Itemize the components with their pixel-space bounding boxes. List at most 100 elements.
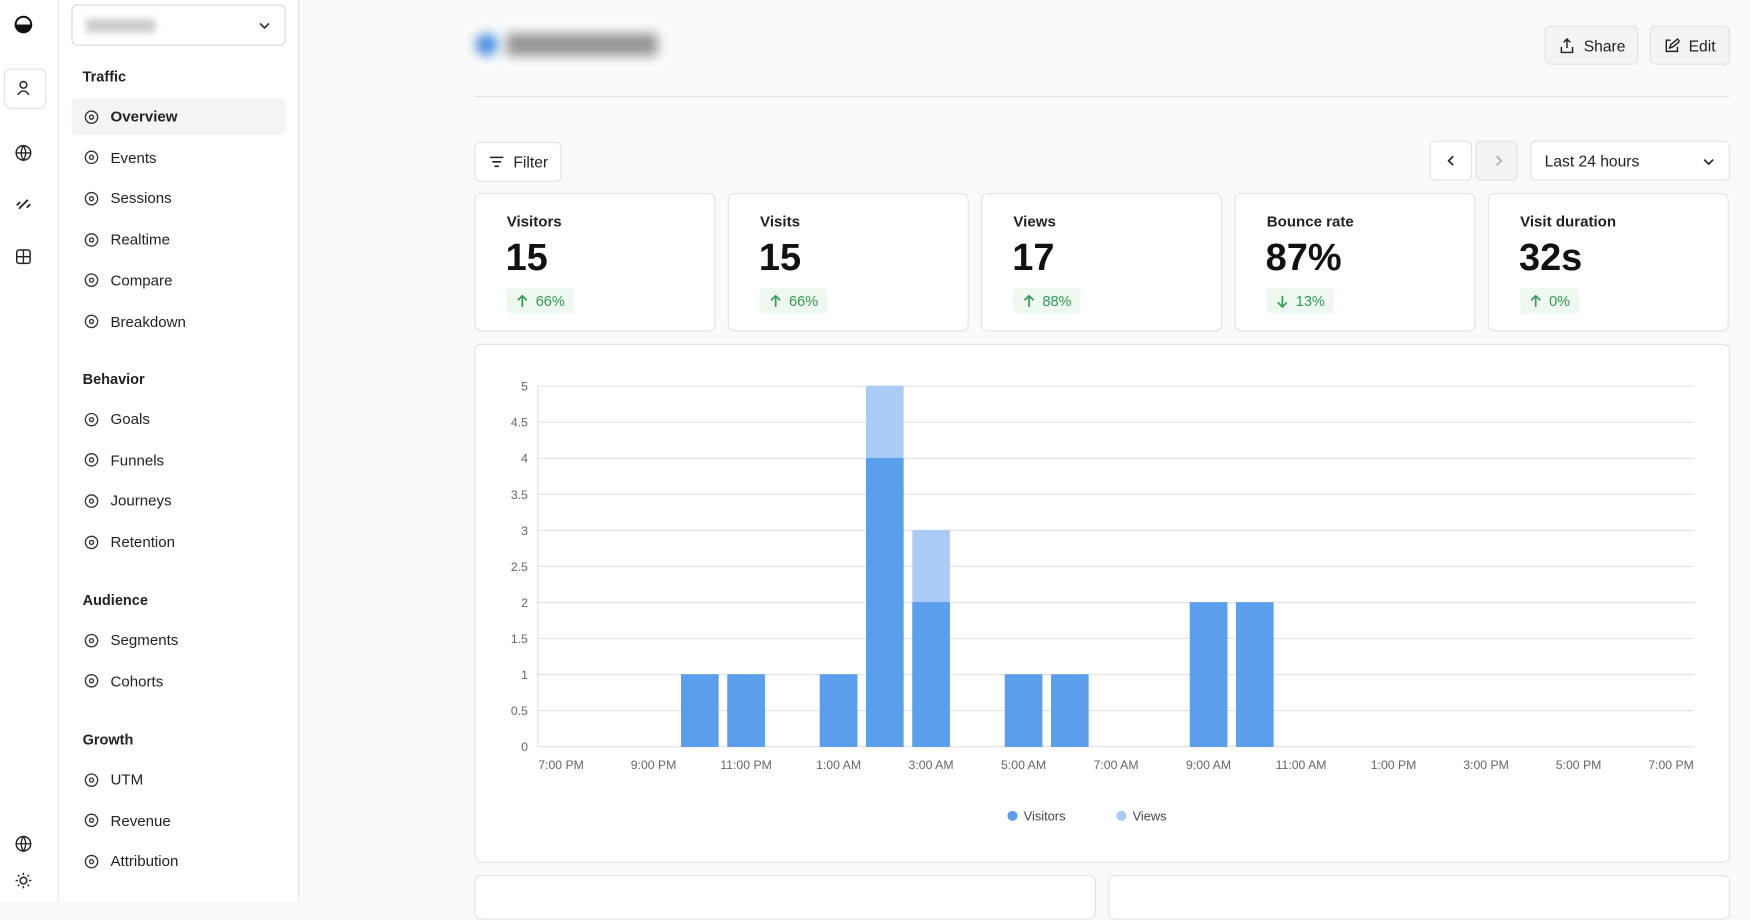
nav-item[interactable]: Goals: [71, 401, 285, 438]
legend-swatch: [1007, 810, 1018, 821]
nav-label: UTM: [110, 771, 144, 788]
button-label: Edit: [1688, 36, 1716, 55]
metric-value: 15: [758, 236, 802, 280]
metric-value: 15: [505, 236, 548, 280]
arrow-up: [1530, 294, 1541, 307]
x-tick-label: 7:00 PM: [1648, 758, 1694, 772]
y-tick-label: 1: [521, 668, 528, 682]
x-tick-label: 5:00 PM: [1556, 758, 1602, 772]
share-button[interactable]: Share: [1544, 25, 1639, 65]
filter-button[interactable]: Filter: [474, 141, 562, 182]
logo-fill: [15, 24, 32, 33]
nav-item[interactable]: Attribution: [71, 843, 285, 880]
arrow-up: [770, 294, 781, 307]
nav-icon: [84, 109, 99, 124]
nav-label: Attribution: [110, 853, 179, 870]
nav-icon: [84, 674, 99, 688]
chevron: [259, 22, 270, 30]
nav-icon: [84, 273, 99, 288]
chevron-right: [1496, 155, 1503, 166]
panel: [1108, 874, 1730, 920]
nav-item[interactable]: Sessions: [71, 180, 285, 217]
metric-change: 66%: [760, 287, 828, 314]
chevron: [1703, 159, 1714, 166]
change-value: 13%: [1295, 292, 1325, 310]
nav-item[interactable]: Revenue: [71, 802, 285, 839]
nav-item[interactable]: Breakdown: [71, 303, 285, 340]
x-tick-label: 11:00 PM: [720, 758, 772, 772]
metric-card: Visits 15 66%: [727, 193, 969, 332]
nav-item[interactable]: Funnels: [71, 442, 285, 479]
y-tick-label: 4.5: [511, 416, 528, 430]
nav-item[interactable]: Cohorts: [71, 663, 285, 700]
bar: [727, 674, 765, 747]
x-tick-label: 9:00 PM: [631, 758, 677, 772]
nav-icon: [84, 535, 99, 549]
theme-icon[interactable]: [19, 876, 28, 885]
nav-item[interactable]: Overview: [71, 98, 286, 136]
date-select[interactable]: Last 24 hours: [1530, 140, 1730, 181]
globe-icon: [16, 145, 31, 162]
nav-item[interactable]: Realtime: [71, 221, 285, 258]
nav-item[interactable]: Journeys: [71, 483, 285, 520]
arrow-up: [517, 294, 528, 307]
bar: [1051, 674, 1089, 747]
edit-button[interactable]: Edit: [1649, 25, 1730, 65]
section-title: Growth: [82, 731, 134, 748]
y-tick-label: 5: [521, 380, 528, 394]
section-title: Behavior: [82, 370, 145, 388]
next-button[interactable]: [1475, 140, 1518, 181]
nav-item[interactable]: Retention: [71, 524, 285, 561]
nav-item[interactable]: Segments: [71, 622, 285, 659]
nav-label: Cohorts: [110, 672, 164, 690]
nav-item[interactable]: Events: [71, 139, 285, 176]
change-value: 0%: [1549, 292, 1571, 310]
y-tick-label: 3: [521, 524, 528, 538]
metric-label: Visits: [760, 213, 800, 230]
sidebar: [59, 0, 300, 901]
nav-label: Breakdown: [110, 313, 186, 330]
nav-item[interactable]: UTM: [71, 761, 285, 798]
arrow-up: [1023, 294, 1035, 307]
button-label: Filter: [513, 152, 549, 171]
bar: [819, 674, 858, 747]
bar: [912, 602, 950, 747]
nav-label: Segments: [110, 631, 179, 649]
button-label: Share: [1583, 36, 1626, 55]
share-icon: [1560, 37, 1574, 53]
date-label: Last 24 hours: [1544, 151, 1640, 170]
section-title: Audience: [82, 591, 148, 609]
y-tick-label: 4: [521, 452, 528, 466]
nav-label: Journeys: [110, 492, 172, 510]
arrow-down: [1277, 295, 1288, 308]
nav-icon: [84, 633, 99, 647]
metric-card: Views 17 88%: [981, 193, 1223, 332]
change-value: 66%: [789, 292, 819, 310]
x-tick-label: 3:00 AM: [909, 758, 954, 772]
metric-label: Visit duration: [1520, 213, 1617, 230]
y-tick-label: 3.5: [511, 488, 528, 502]
bar: [1189, 602, 1228, 747]
prev-button[interactable]: [1429, 140, 1473, 181]
y-tick-label: 1.5: [511, 632, 528, 646]
nav-label: Goals: [110, 410, 150, 428]
metric-card: Visitors 15 66%: [474, 193, 716, 332]
rail-active[interactable]: [3, 68, 47, 109]
x-tick-label: 7:00 PM: [538, 758, 584, 772]
x-tick-label: 5:00 AM: [1001, 758, 1046, 772]
nav-icon: [84, 191, 99, 206]
website-select[interactable]: [71, 4, 286, 46]
nav-label: Sessions: [110, 190, 172, 207]
nav-label: Compare: [110, 272, 173, 289]
link-icon[interactable]: [16, 199, 31, 210]
nav-label: Retention: [110, 533, 175, 551]
change-value: 66%: [535, 292, 565, 310]
y-tick-label: 2.5: [511, 560, 528, 574]
metric-change: 13%: [1266, 287, 1334, 314]
legend-label: Visitors: [1024, 808, 1066, 823]
nav-label: Revenue: [110, 812, 171, 829]
chart: 0 0.5 1 1.5 2 2.5 3 3.5 4 4.5 5 7:00 PM 9:00 PM 11:00…: [511, 380, 1695, 823]
legend-swatch: [1116, 810, 1127, 821]
nav-item[interactable]: Compare: [71, 262, 285, 299]
metric-label: Bounce rate: [1266, 213, 1354, 230]
